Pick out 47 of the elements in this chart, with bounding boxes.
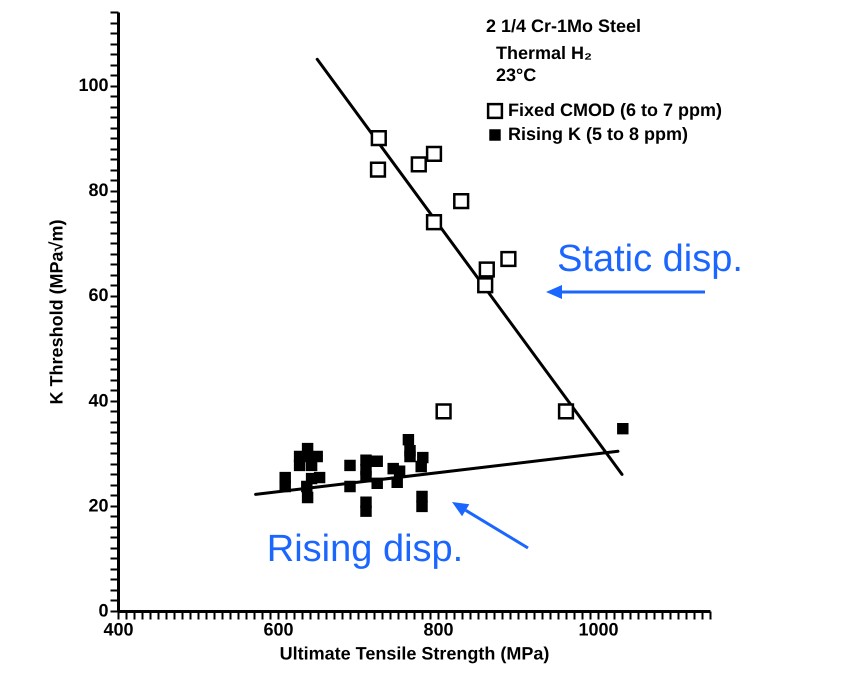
point (415, 460, 427, 472)
point (416, 500, 428, 512)
y-tick-label: 100 (78, 75, 108, 96)
point (426, 214, 442, 230)
point (453, 193, 470, 210)
y-tick-label: 80 (88, 180, 108, 200)
point (478, 261, 495, 278)
point (360, 505, 372, 517)
x-tick-label: 1000 (578, 620, 619, 640)
point (302, 492, 314, 504)
point (370, 161, 386, 178)
y-axis-title: K Threshold (MPa√m) (46, 220, 66, 404)
annotation: Thermal H₂ (496, 43, 592, 63)
point (410, 156, 427, 173)
legend-label: Fixed CMOD (6 to 7 ppm) (508, 100, 722, 120)
point (402, 434, 414, 446)
legend-title: 2 1/4 Cr-1Mo Steel (486, 16, 642, 36)
point (360, 470, 372, 482)
point (477, 277, 494, 294)
point (344, 460, 356, 472)
point (301, 480, 313, 492)
y-tick-label: 60 (88, 285, 108, 306)
point (370, 130, 387, 146)
annotation: Rising disp. (266, 528, 464, 570)
legend-label: Rising K (5 to 8 ppm) (508, 124, 688, 144)
point (279, 480, 291, 492)
y-tick-label: 40 (88, 390, 108, 410)
point (371, 478, 383, 490)
annotation: Static disp. (557, 238, 743, 280)
x-tick-label: 400 (103, 620, 134, 640)
x-tick-label: 600 (263, 620, 294, 640)
point (394, 466, 406, 477)
point (404, 450, 416, 462)
point (344, 480, 356, 492)
x-axis-title: Ultimate Tensile Strength (MPa) (280, 644, 550, 664)
x-tick-label: 800 (423, 620, 454, 640)
point (617, 422, 629, 434)
point (371, 456, 383, 467)
point (391, 476, 403, 488)
point (500, 250, 517, 268)
y-tick-label: 20 (88, 495, 108, 516)
point (426, 146, 442, 162)
point (558, 403, 574, 420)
point (435, 403, 452, 420)
y-tick-label: 0 (98, 600, 108, 620)
point (294, 460, 306, 472)
annotation: 23°C (496, 65, 536, 85)
